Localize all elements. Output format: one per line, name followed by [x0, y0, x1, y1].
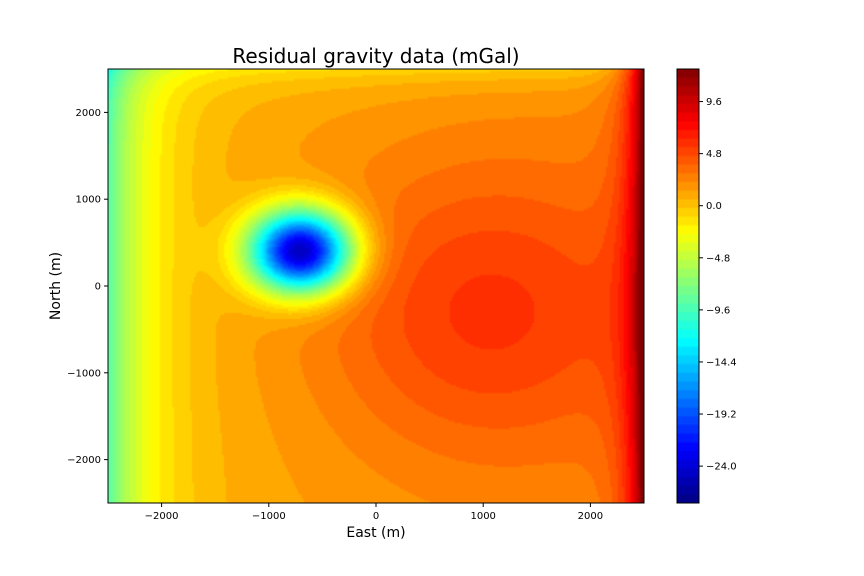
- x-axis: −2000 −1000 0 1000 2000: [145, 503, 603, 522]
- x-tick-label: 2000: [578, 511, 603, 522]
- colorbar-tick-label: −4.8: [706, 253, 730, 264]
- colorbar-frame: [676, 68, 700, 504]
- x-tick-label: −1000: [252, 511, 286, 522]
- x-tick-label: 0: [373, 511, 379, 522]
- contour-field: [108, 69, 644, 503]
- colorbar-tick-label: 4.8: [706, 149, 722, 160]
- y-tick-label: −2000: [67, 455, 101, 466]
- y-tick-label: 1000: [76, 195, 101, 206]
- x-tick-label: 1000: [470, 511, 495, 522]
- colorbar-tick-label: −9.6: [706, 305, 730, 316]
- y-axis: −2000 −1000 0 1000 2000: [67, 108, 108, 466]
- x-axis-label: East (m): [346, 525, 405, 541]
- colorbar-tick-label: −24.0: [706, 462, 737, 473]
- plot-area: [107, 68, 645, 504]
- chart-title: Residual gravity data (mGal): [232, 44, 519, 68]
- colorbar-tick-label: 9.6: [706, 97, 722, 108]
- y-tick-label: −1000: [67, 368, 101, 379]
- x-tick-label: −2000: [145, 511, 179, 522]
- y-tick-label: 2000: [76, 108, 101, 119]
- colorbar: −24.0 −19.2 −14.4 −9.6 −4.8 0.0 4.8 9.6: [676, 68, 737, 504]
- y-tick-label: 0: [95, 282, 101, 293]
- colorbar-tick-label: −14.4: [706, 357, 737, 368]
- y-axis-label: North (m): [48, 252, 64, 320]
- colorbar-tick-label: −19.2: [706, 410, 737, 421]
- colorbar-gradient: [677, 69, 699, 503]
- colorbar-tick-label: 0.0: [706, 201, 722, 212]
- colorbar-ticks: −24.0 −19.2 −14.4 −9.6 −4.8 0.0 4.8 9.6: [699, 97, 737, 473]
